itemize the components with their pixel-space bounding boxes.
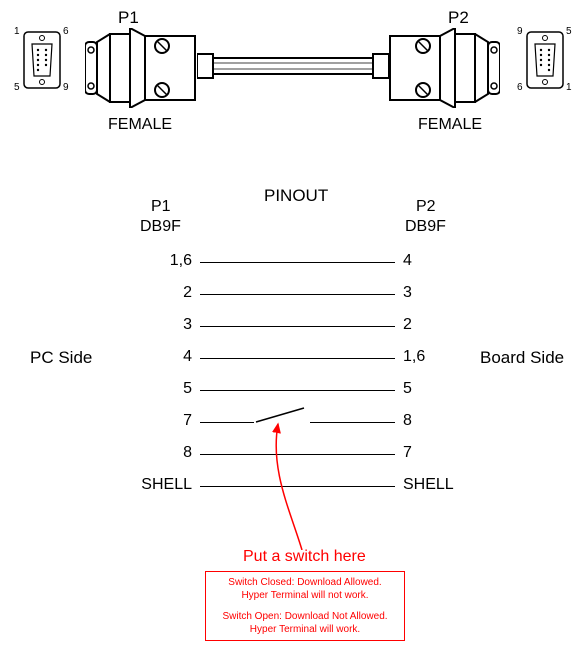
pin-left-7: SHELL	[132, 476, 192, 494]
pin-right-5: 8	[403, 412, 473, 430]
pinout-heading: PINOUT	[264, 186, 328, 206]
pinout-left-h1: P1	[151, 198, 171, 216]
p2-corner-tr: 5	[566, 26, 572, 37]
p1-corner-tr: 6	[63, 26, 69, 37]
pin-left-0: 1,6	[132, 252, 192, 270]
db9-face-left	[22, 30, 62, 90]
pin-line-0	[200, 262, 395, 263]
pin-right-2: 2	[403, 316, 473, 334]
pin-right-6: 7	[403, 444, 473, 462]
pinout-right-h2: DB9F	[405, 218, 446, 236]
pin-line-4	[200, 390, 395, 391]
p2-title: P2	[448, 8, 469, 28]
connector-3d-left	[85, 28, 200, 108]
pin-left-4: 5	[132, 380, 192, 398]
pc-side-label: PC Side	[30, 348, 92, 368]
callout-line-3: Switch Open: Download Not Allowed.	[212, 610, 398, 623]
p2-corner-bl: 6	[517, 82, 523, 93]
pin-left-1: 2	[132, 284, 192, 302]
pin-line-3	[200, 358, 395, 359]
p1-corner-br: 9	[63, 82, 69, 93]
callout-line-2	[212, 602, 398, 610]
callout-box: Switch Closed: Download Allowed. Hyper T…	[205, 571, 405, 641]
pin-line-5-a	[200, 422, 254, 423]
arrow-to-switch	[260, 410, 340, 550]
connector-3d-right	[385, 28, 500, 108]
p1-sub: FEMALE	[108, 116, 172, 134]
pin-right-7: SHELL	[403, 476, 473, 494]
pin-line-1	[200, 294, 395, 295]
callout-line-0: Switch Closed: Download Allowed.	[212, 576, 398, 589]
p2-sub: FEMALE	[418, 116, 482, 134]
p1-corner-bl: 5	[14, 82, 20, 93]
callout-line-4: Hyper Terminal will work.	[212, 623, 398, 636]
pinout-right-h1: P2	[416, 198, 436, 216]
pin-left-6: 8	[132, 444, 192, 462]
pin-left-2: 3	[132, 316, 192, 334]
pin-left-5: 7	[132, 412, 192, 430]
pin-right-0: 4	[403, 252, 473, 270]
p2-corner-tl: 9	[517, 26, 523, 37]
pinout-left-h2: DB9F	[140, 218, 181, 236]
pin-right-3: 1,6	[403, 348, 473, 366]
cable	[197, 50, 389, 82]
p1-corner-tl: 1	[14, 26, 20, 37]
callout-title: Put a switch here	[243, 548, 366, 566]
db9-face-right	[525, 30, 565, 90]
board-side-label: Board Side	[480, 348, 564, 368]
p2-corner-br: 1	[566, 82, 572, 93]
pin-right-4: 5	[403, 380, 473, 398]
pin-left-3: 4	[132, 348, 192, 366]
callout-line-1: Hyper Terminal will not work.	[212, 589, 398, 602]
p1-title: P1	[118, 8, 139, 28]
pin-right-1: 3	[403, 284, 473, 302]
pin-line-2	[200, 326, 395, 327]
